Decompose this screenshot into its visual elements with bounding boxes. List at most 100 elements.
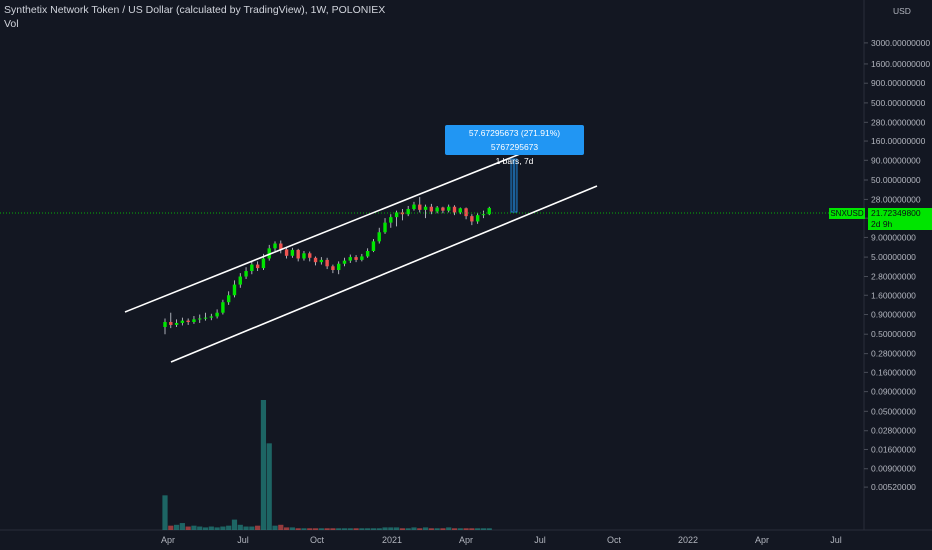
volume-bar [382, 527, 388, 530]
price-tick-label: 0.09000000 [871, 387, 916, 397]
volume-bar [405, 528, 411, 530]
time-tick-label: Oct [607, 535, 622, 545]
candle-body [267, 248, 271, 259]
candle-body [250, 264, 254, 272]
time-tick-label: Jul [237, 535, 249, 545]
price-tick-label: 0.90000000 [871, 310, 916, 320]
volume-bar [162, 495, 168, 530]
candle-body [244, 271, 248, 277]
volume-bar [475, 528, 481, 530]
volume-bar [318, 528, 324, 530]
price-tick-label: 500.00000000 [871, 98, 926, 108]
price-tick-label: 0.05000000 [871, 406, 916, 416]
candle-body [169, 322, 173, 325]
time-tick-label: Oct [310, 535, 325, 545]
volume-bar [347, 528, 353, 530]
volume-bar [411, 527, 417, 530]
time-tick-label: 2022 [678, 535, 698, 545]
volume-bar [330, 528, 336, 530]
volume-bar [469, 528, 475, 530]
candle-body [255, 264, 260, 269]
channel-upper-line[interactable] [124, 145, 541, 313]
candle-body [470, 216, 474, 222]
volume-bar [440, 528, 446, 530]
price-tick-label: 280.00000000 [871, 117, 926, 127]
candle-body [174, 322, 179, 325]
volume-bar [312, 528, 319, 530]
volume-bar [278, 524, 284, 530]
candle-body [226, 295, 231, 303]
volume-bar [179, 523, 185, 530]
chart-title: Synthetix Network Token / US Dollar (cal… [4, 4, 386, 16]
time-tick-label: Jul [534, 535, 546, 545]
volume-bar [168, 525, 174, 530]
volume-bar [422, 527, 429, 530]
volume-bar [428, 528, 434, 530]
time-tick-label: Apr [755, 535, 769, 545]
price-tick-label: 0.16000000 [871, 367, 916, 377]
candle-body [221, 302, 225, 313]
volume-bar [457, 528, 463, 530]
volume-bar [231, 519, 238, 530]
price-tick-label: 9.00000000 [871, 232, 916, 242]
volume-bar [388, 527, 394, 530]
volume-bar [359, 528, 365, 530]
time-tick-label: 2021 [382, 535, 402, 545]
volume-bar [307, 528, 313, 530]
candle-body [290, 249, 295, 256]
candle-body [418, 204, 422, 210]
candle-body [371, 241, 376, 252]
candle-body [394, 212, 399, 218]
volume-bar [365, 528, 371, 530]
volume-bar [376, 528, 382, 530]
volume-bar [208, 526, 214, 530]
volume-bar [173, 524, 180, 530]
volume-bar [185, 526, 191, 530]
volume-bar [446, 527, 452, 530]
time-axis[interactable]: Apr Jul Oct 2021 Apr Jul Oct 2022 Apr Jul [161, 535, 842, 545]
price-tick-label: 0.00900000 [871, 464, 916, 474]
price-tick-label: 0.01600000 [871, 444, 916, 454]
candle-body [447, 206, 451, 211]
channel-lower-line[interactable] [170, 185, 598, 363]
price-tick-label: 2.80000000 [871, 272, 916, 282]
last-price-label: 21.72349800 [868, 208, 932, 219]
volume-bar [220, 526, 226, 530]
candle-body [423, 206, 428, 210]
volume-bar [353, 528, 359, 530]
volume-bar [301, 528, 307, 530]
price-axis[interactable]: 3000.00000000 1600.00000000 900.00000000 50… [864, 38, 930, 492]
volume-bar [266, 443, 272, 530]
measure-tooltip[interactable]: 57.67295673 (271.91%) 5767295673 1 bars,… [445, 125, 584, 166]
price-tick-label: 50.00000000 [871, 175, 921, 185]
candle-body [337, 263, 341, 271]
candle-body [273, 243, 277, 249]
candle-body [308, 253, 312, 258]
candle-body [232, 284, 237, 296]
time-tick-label: Apr [459, 535, 473, 545]
volume-bar [226, 525, 232, 530]
price-tick-label: 1600.00000000 [871, 59, 930, 69]
candle-body [302, 253, 306, 259]
price-tick-label: 0.02800000 [871, 426, 916, 436]
candle-body [238, 276, 242, 285]
candle-body [279, 243, 283, 250]
candle-body [464, 208, 468, 217]
volume-bar [417, 528, 423, 530]
candle-body [481, 214, 486, 216]
price-tick-label: 3000.00000000 [871, 38, 930, 48]
candle-body [406, 209, 410, 215]
candle-body [458, 208, 462, 213]
volume-bar [341, 528, 348, 530]
volume-bar [463, 528, 469, 530]
volume-bar [283, 527, 290, 530]
volume-bar [237, 524, 243, 530]
volume-bar [480, 528, 487, 530]
volume-bar [324, 528, 330, 530]
price-tick-label: 160.00000000 [871, 136, 926, 146]
price-tick-label: 1.60000000 [871, 290, 916, 300]
candle-body [215, 312, 219, 317]
measure-values: 57.67295673 (271.91%) 5767295673 [468, 128, 561, 152]
volume-bar [214, 527, 220, 530]
